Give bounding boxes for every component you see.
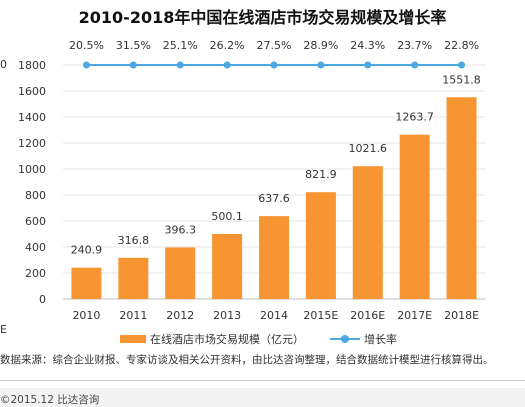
- growth-point: [129, 61, 137, 69]
- bar-value-label: 316.8: [118, 234, 150, 247]
- y-tick-labels: 0 200 400 600 800 1000 1200 1400 1600 1800: [18, 59, 46, 306]
- growth-point: [223, 61, 231, 69]
- x-tick-label: 2012: [166, 309, 194, 322]
- growth-point: [458, 61, 466, 69]
- bar: [446, 97, 477, 300]
- y-tick-label: 1800: [18, 59, 46, 72]
- legend-bar-swatch: [120, 335, 146, 343]
- growth-point: [364, 61, 372, 69]
- bar-value-label: 240.9: [71, 244, 103, 257]
- growth-rate-label: 31.5%: [116, 39, 151, 52]
- bar-value-label: 1263.7: [395, 111, 434, 124]
- bar-value-labels: 240.9 316.8 396.3 500.1 637.6 821.9 1021.6 1263…: [71, 73, 481, 256]
- legend-line-swatch: [330, 334, 360, 344]
- bar: [212, 233, 243, 299]
- x-tick-label: 2016E: [350, 309, 385, 322]
- footer-divider: [0, 380, 525, 381]
- bar-value-label: 396.3: [164, 223, 196, 236]
- x-tick-label: 2010: [72, 309, 100, 322]
- growth-point: [317, 61, 325, 69]
- bar: [305, 192, 336, 299]
- legend-line-label: 增长率: [364, 333, 397, 346]
- growth-line-series: [82, 61, 466, 69]
- bar: [118, 257, 149, 299]
- growth-rate-label: 22.8%: [444, 39, 479, 52]
- y-tick-label: 400: [25, 241, 46, 254]
- legend-item-line: 增长率: [330, 331, 397, 347]
- bar-value-label: 821.9: [305, 168, 337, 181]
- y-tick-label: 200: [25, 267, 46, 280]
- x-tick-label: 2014: [260, 309, 288, 322]
- chart-title: 2010-2018年中国在线酒店市场交易规模及增长率: [78, 8, 447, 27]
- growth-point: [82, 61, 90, 69]
- bar: [71, 267, 102, 299]
- data-source-note: 数据来源：综合企业财报、专家访谈及相关公开资料，由比达咨询整理，结合数据统计模型…: [0, 354, 494, 366]
- growth-rate-label: 23.7%: [397, 39, 432, 52]
- y-tick-label: 1600: [18, 85, 46, 98]
- bar: [399, 134, 430, 299]
- bar: [259, 216, 289, 299]
- chart-legend: 在线酒店市场交易规模（亿元） 增长率: [120, 331, 423, 347]
- y-tick-label: 600: [25, 215, 46, 228]
- left-edge-fragment-top: 0: [0, 58, 7, 71]
- x-tick-label: 2015E: [303, 309, 338, 322]
- growth-rate-label: 24.3%: [350, 39, 385, 52]
- x-tick-label: 2017E: [397, 309, 432, 322]
- legend-item-bar: 在线酒店市场交易规模（亿元）: [120, 331, 304, 347]
- chart-svg: 0 200 400 600 800 1000 1200 1400 1600 1800 240.9 3…: [18, 39, 485, 322]
- growth-rate-labels: 20.5% 31.5% 25.1% 26.2% 27.5% 28.9% 24.3% 23.7%…: [69, 39, 479, 52]
- x-tick-labels: 2010 2011 2012 2013 2014 2015E 2016E 2017E 2018E: [72, 309, 479, 322]
- legend-bar-label: 在线酒店市场交易规模（亿元）: [150, 333, 304, 346]
- left-edge-fragment-bottom: E: [0, 323, 7, 336]
- bar-value-label: 637.6: [258, 192, 290, 205]
- x-tick-label: 2011: [119, 309, 147, 322]
- bar-series: [71, 97, 477, 300]
- bar-value-label: 500.1: [211, 210, 243, 223]
- copyright-text: ©2015.12 比达咨询: [0, 394, 100, 406]
- y-tick-label: 1200: [18, 137, 46, 150]
- y-tick-label: 800: [25, 189, 46, 202]
- bar-value-label: 1021.6: [349, 142, 388, 155]
- growth-rate-label: 26.2%: [210, 39, 245, 52]
- growth-rate-label: 25.1%: [163, 39, 198, 52]
- growth-rate-label: 20.5%: [69, 39, 104, 52]
- bar-value-label: 1551.8: [442, 73, 481, 86]
- y-tick-label: 0: [39, 293, 46, 306]
- growth-rate-label: 27.5%: [257, 39, 292, 52]
- x-tick-label: 2018E: [444, 309, 479, 322]
- y-tick-label: 1000: [18, 163, 46, 176]
- growth-rate-label: 28.9%: [303, 39, 338, 52]
- x-tick-label: 2013: [213, 309, 241, 322]
- growth-point: [176, 61, 184, 69]
- growth-point: [270, 61, 278, 69]
- bar: [352, 166, 383, 299]
- bar: [165, 247, 196, 299]
- footer-band: [0, 388, 525, 407]
- y-tick-label: 1400: [18, 111, 46, 124]
- growth-point: [411, 61, 419, 69]
